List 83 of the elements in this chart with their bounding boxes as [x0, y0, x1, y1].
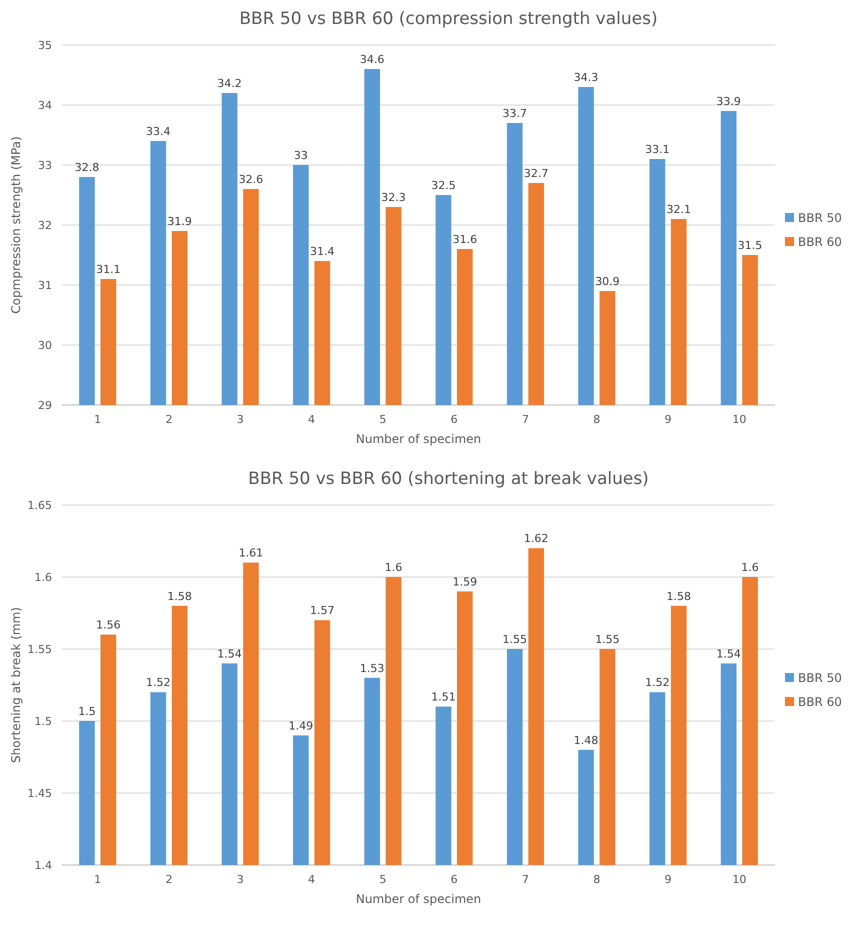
x-tick-label: 7 [522, 413, 529, 426]
legend-label: BBR 60 [798, 695, 842, 709]
data-label: 1.5 [78, 705, 96, 718]
legend-label: BBR 50 [798, 671, 842, 685]
data-label: 1.56 [96, 618, 121, 632]
data-label: 31.9 [167, 215, 192, 228]
x-tick-label: 7 [522, 873, 529, 886]
y-tick-label: 1.45 [28, 787, 52, 800]
data-label: 34.6 [360, 53, 384, 66]
data-label: 1.6 [741, 561, 759, 574]
legend-label: BBR 60 [798, 235, 842, 249]
data-label: 1.6 [384, 561, 402, 574]
y-tick-label: 1.4 [34, 859, 52, 872]
chart-title: BBR 50 vs BBR 60 (shortening at break values) [248, 469, 649, 489]
data-label: 1.62 [524, 532, 548, 546]
y-axis-title: Shortening at break (mm) [9, 607, 23, 763]
x-tick-label: 6 [450, 413, 458, 426]
y-tick-label: 1.55 [28, 643, 52, 656]
data-label: 1.61 [238, 546, 264, 560]
chart-title: BBR 50 vs BBR 60 (compression strength values) [239, 9, 658, 29]
data-label: 1.48 [574, 734, 598, 747]
data-label: 31.6 [452, 233, 478, 246]
data-label: 34.2 [217, 77, 242, 90]
x-tick-label: 6 [450, 873, 458, 886]
y-tick-label: 34 [38, 99, 52, 112]
y-tick-label: 29 [38, 399, 52, 412]
legend-label: BBR 50 [798, 211, 842, 225]
data-label: 33.7 [502, 107, 528, 120]
data-label: 32.3 [381, 191, 406, 204]
data-label: 1.59 [452, 575, 478, 588]
data-label: 33.9 [716, 95, 741, 108]
x-tick-label: 4 [308, 873, 316, 886]
data-label: 1.54 [217, 647, 242, 660]
y-axis-title: Copmpression strength (MPa) [9, 136, 23, 314]
x-tick-label: 8 [593, 413, 600, 426]
x-tick-label: 10 [732, 873, 746, 886]
data-label: 33 [294, 149, 308, 162]
x-tick-label: 5 [379, 413, 386, 426]
data-label: 33.1 [645, 143, 670, 156]
x-tick-label: 3 [236, 873, 244, 886]
data-label: 1.55 [595, 633, 620, 646]
y-tick-label: 32 [38, 219, 52, 232]
data-label: 1.52 [645, 676, 670, 690]
data-label: 34.3 [574, 71, 598, 84]
y-tick-label: 1.5 [34, 715, 52, 728]
x-tick-label: 8 [593, 873, 600, 886]
data-label: 1.58 [167, 590, 192, 603]
x-tick-label: 5 [379, 873, 386, 886]
x-tick-label: 2 [165, 873, 172, 886]
y-tick-label: 31 [38, 279, 52, 292]
data-label: 32.1 [666, 203, 691, 216]
data-label: 1.49 [288, 719, 314, 732]
data-label: 1.55 [502, 633, 528, 646]
data-label: 1.58 [666, 590, 691, 603]
x-tick-label: 4 [308, 413, 316, 426]
x-axis-title: Number of specimen [356, 892, 482, 906]
data-label: 32.7 [524, 167, 548, 180]
y-tick-label: 35 [38, 39, 52, 52]
x-tick-label: 1 [94, 873, 102, 886]
y-tick-label: 33 [38, 159, 52, 172]
data-label: 32.6 [238, 173, 264, 186]
x-tick-label: 3 [236, 413, 244, 426]
data-label: 1.51 [431, 690, 456, 704]
data-label: 32.8 [74, 161, 100, 174]
data-label: 1.52 [146, 676, 171, 690]
x-tick-label: 2 [165, 413, 172, 426]
data-label: 33.4 [146, 125, 171, 138]
data-label: 1.53 [360, 662, 384, 675]
data-label: 1.54 [716, 647, 741, 660]
data-label: 31.5 [738, 239, 762, 252]
data-label: 32.5 [431, 179, 456, 192]
y-tick-label: 1.65 [28, 499, 52, 512]
data-label: 31.1 [96, 263, 121, 276]
data-label: 1.57 [310, 604, 334, 618]
x-tick-label: 10 [732, 413, 746, 426]
data-label: 30.9 [595, 275, 620, 288]
x-tick-label: 9 [664, 873, 672, 886]
x-tick-label: 9 [664, 413, 672, 426]
data-label: 31.4 [310, 245, 334, 258]
y-tick-label: 30 [38, 339, 52, 352]
y-tick-label: 1.6 [34, 571, 52, 584]
x-tick-label: 1 [94, 413, 102, 426]
x-axis-title: Number of specimen [356, 432, 482, 446]
